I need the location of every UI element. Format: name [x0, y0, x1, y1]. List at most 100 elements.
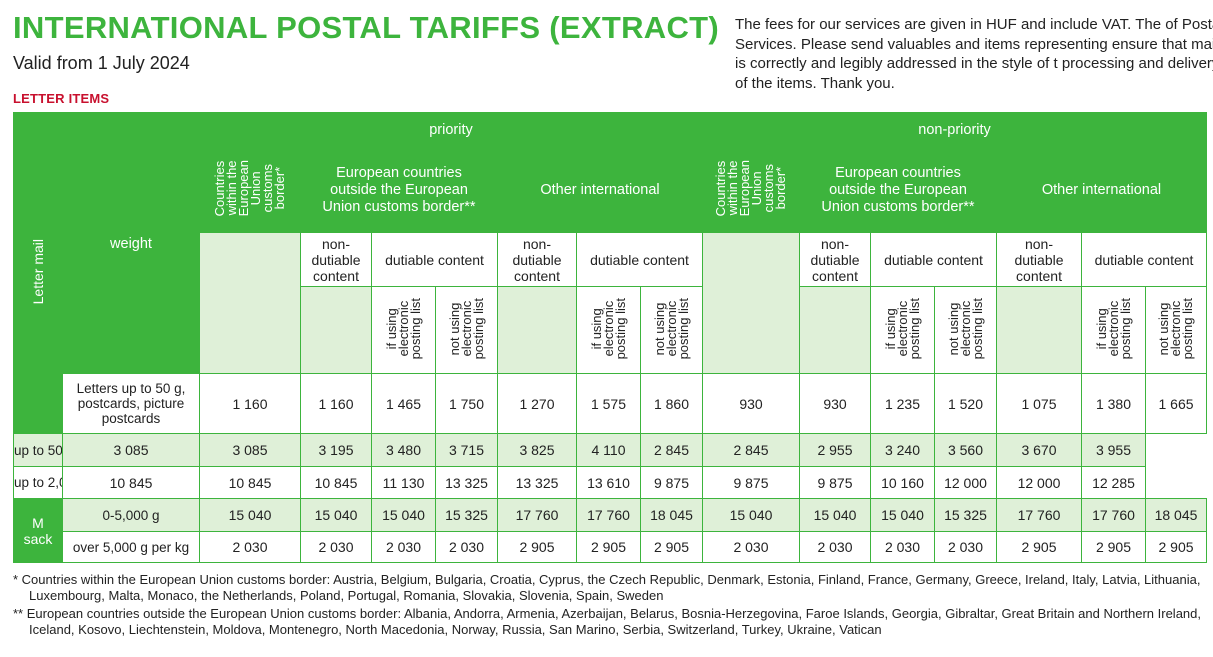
tariff-value: 15 040 [300, 498, 372, 532]
tariff-value: 1 235 [870, 373, 935, 434]
tariff-value: 3 085 [199, 433, 301, 467]
tariff-value: 2 905 [1081, 531, 1146, 563]
tariff-table: Letter mail weight priority non-priority… [13, 112, 1208, 563]
tariff-value: 15 325 [934, 498, 997, 532]
tariff-value: 10 845 [300, 466, 372, 499]
footnote-europe-outside-countries: ** European countries outside the Europe… [13, 606, 1201, 637]
tariff-value: 1 665 [1144, 373, 1208, 434]
non-priority-other-non-dutiable: non- dutiable content [996, 232, 1082, 287]
footnotes: * Countries within the European Union cu… [13, 572, 1213, 640]
non-priority-europe-non-dutiable: non- dutiable content [799, 232, 871, 287]
tariff-value: 3 955 [1081, 433, 1146, 467]
tariff-value: 10 160 [870, 466, 935, 499]
tariff-value: 3 670 [996, 433, 1082, 467]
tariff-value: 2 030 [702, 531, 800, 563]
tariff-value: 1 270 [497, 373, 577, 434]
tariff-value: 10 845 [199, 466, 301, 499]
tariff-value: 15 040 [199, 498, 301, 532]
tariff-value: 13 610 [576, 466, 641, 499]
tariff-value: 2 955 [799, 433, 871, 467]
tariff-value: 4 110 [576, 433, 641, 467]
priority-europe-non-dutiable: non- dutiable content [300, 232, 372, 287]
tariff-value: 1 380 [1081, 373, 1146, 434]
tariff-value: 3 195 [300, 433, 372, 467]
row-label: up to 2,000 g [13, 466, 63, 499]
priority-other-non-dutiable: non- dutiable content [497, 232, 577, 287]
letter-mail-group-label: Letter mail [13, 112, 63, 434]
tariff-value: 2 845 [702, 433, 800, 467]
non-priority-other-if-electronic: if using electronic posting list [1081, 286, 1146, 374]
priority-europe-if-electronic: if using electronic posting list [371, 286, 436, 374]
tariff-value: 15 040 [870, 498, 935, 532]
tariff-value: 2 030 [371, 531, 436, 563]
priority-eu-header: Countries within the European Union cust… [199, 146, 301, 233]
tariff-value: 17 760 [497, 498, 577, 532]
non-priority-eu-subheader-empty [702, 232, 800, 374]
non-priority-other-dutiable: dutiable content [1080, 232, 1208, 287]
tariff-value: 15 040 [371, 498, 436, 532]
m-sack-group-label: M sack [13, 498, 63, 563]
tariff-value: 2 030 [199, 531, 301, 563]
tariff-value: 17 760 [576, 498, 641, 532]
tariff-value: 1 860 [640, 373, 703, 434]
section-label: LETTER ITEMS [13, 91, 110, 106]
non-priority-europe-outside-header: European countries outside the European … [799, 146, 997, 233]
non-priority-other-non-dutiable-empty [996, 286, 1082, 374]
tariff-value: 1 575 [576, 373, 641, 434]
tariff-value: 2 030 [799, 531, 871, 563]
tariff-value: 10 845 [62, 466, 200, 499]
tariff-value: 2 030 [870, 531, 935, 563]
tariff-value: 3 825 [497, 433, 577, 467]
non-priority-europe-not-electronic: not using electronic posting list [934, 286, 997, 374]
tariff-value: 12 000 [996, 466, 1082, 499]
intro-text: The fees for our services are given in H… [735, 16, 1213, 92]
weight-header: weight [62, 112, 200, 374]
non-priority-eu-header: Countries within the European Union cust… [702, 146, 800, 233]
non-priority-europe-dutiable: dutiable content [870, 232, 997, 287]
priority-header: priority [199, 112, 703, 147]
tariff-value: 12 285 [1081, 466, 1146, 499]
tariff-value: 15 040 [799, 498, 871, 532]
tariff-value: 930 [799, 373, 871, 434]
tariff-value: 3 085 [62, 433, 200, 467]
tariff-value: 2 030 [934, 531, 997, 563]
non-priority-europe-non-dutiable-empty [799, 286, 871, 374]
tariff-value: 1 160 [300, 373, 372, 434]
tariff-value: 2 905 [1144, 531, 1208, 563]
tariff-value: 13 325 [497, 466, 577, 499]
tariff-value: 17 760 [1081, 498, 1146, 532]
priority-europe-non-dutiable-empty [300, 286, 372, 374]
tariff-value: 9 875 [640, 466, 703, 499]
row-label: up to 500 g [13, 433, 63, 467]
tariff-value: 17 760 [996, 498, 1082, 532]
tariff-value: 2 845 [640, 433, 703, 467]
row-label: 0-5,000 g [62, 498, 200, 532]
tariff-value: 15 325 [435, 498, 498, 532]
priority-other-not-electronic: not using electronic posting list [640, 286, 703, 374]
tariff-value: 12 000 [934, 466, 997, 499]
tariff-value: 3 715 [435, 433, 498, 467]
tariff-value: 3 560 [934, 433, 997, 467]
priority-other-non-dutiable-empty [497, 286, 577, 374]
tariff-value: 15 040 [702, 498, 800, 532]
row-label: over 5,000 g per kg [62, 531, 200, 563]
tariff-value: 2 905 [576, 531, 641, 563]
table-row: over 5,000 g per kg 2 030 2 030 2 030 2 030… [13, 531, 1208, 563]
tariff-value: 2 905 [996, 531, 1082, 563]
priority-europe-not-electronic: not using electronic posting list [435, 286, 498, 374]
non-priority-europe-if-electronic: if using electronic posting list [870, 286, 935, 374]
table-row: Letters up to 50 g, postcards, picture p… [13, 373, 1208, 434]
tariff-value: 13 325 [435, 466, 498, 499]
tariff-value: 2 905 [497, 531, 577, 563]
table-row: M sack 0-5,000 g 15 040 15 040 15 040 15 32… [13, 498, 1208, 563]
tariff-value: 9 875 [799, 466, 871, 499]
page-title: INTERNATIONAL POSTAL TARIFFS (EXTRACT) [13, 10, 719, 45]
tariff-value: 18 045 [640, 498, 703, 532]
priority-other-international-header: Other international [497, 146, 703, 233]
validity-date: Valid from 1 July 2024 [13, 53, 190, 73]
priority-other-dutiable: dutiable content [576, 232, 703, 287]
tariff-value: 1 750 [435, 373, 498, 434]
tariff-value: 11 130 [371, 466, 436, 499]
